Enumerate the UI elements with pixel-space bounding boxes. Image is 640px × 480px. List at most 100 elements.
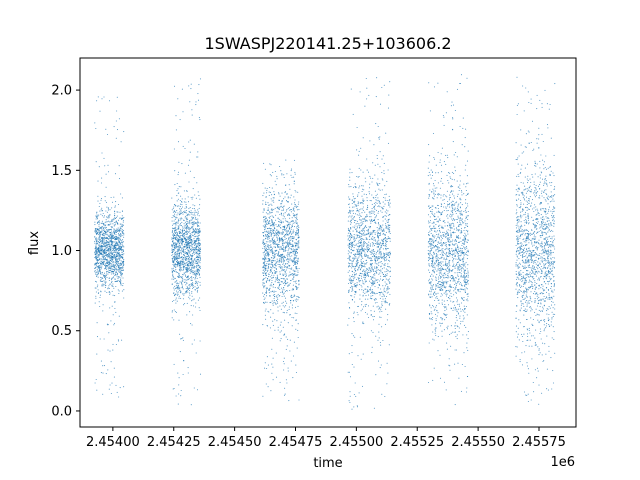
data-point [97,229,99,231]
data-point [272,216,274,218]
data-point [115,311,117,313]
data-point [348,216,350,218]
data-point [378,262,380,264]
data-point [190,234,192,236]
data-point [381,279,383,281]
data-point [119,226,121,228]
data-point [279,294,281,297]
data-point [371,220,374,222]
data-point [196,230,198,232]
data-point [180,208,183,210]
data-point [118,242,120,244]
data-point [118,247,121,249]
data-point [95,281,98,283]
data-point [384,264,386,266]
data-point [171,300,174,303]
data-point [384,281,386,283]
data-point [190,245,192,247]
data-point [349,238,352,240]
data-point [198,207,200,209]
data-point [120,141,122,143]
data-point [350,216,352,218]
data-point [388,259,390,261]
data-point [388,203,390,205]
data-point [199,267,201,270]
data-point [289,223,291,225]
data-point [117,339,119,341]
data-point [195,245,197,247]
data-point [116,215,118,217]
data-point [197,230,199,232]
data-point [273,274,275,276]
data-point [267,263,270,266]
data-point [385,243,387,245]
data-point [115,217,117,219]
data-point [294,171,296,173]
data-point [107,238,109,240]
data-point [388,344,390,346]
data-point [100,268,102,270]
data-point [266,187,268,190]
data-point [180,276,182,278]
data-point [287,201,289,203]
data-point [365,305,367,308]
data-point [191,213,193,215]
data-point [359,269,361,271]
data-point [263,221,265,223]
data-point [199,281,201,283]
data-point [178,272,180,274]
data-point [280,245,282,247]
data-point [115,249,117,251]
data-point [119,253,121,255]
data-point [381,263,383,265]
data-point [175,244,177,246]
data-point [186,217,188,219]
data-point [111,201,114,203]
data-point [171,269,173,271]
data-point [189,139,191,141]
data-point [110,270,112,272]
data-point [113,225,115,227]
data-point [358,222,360,225]
data-point [357,355,359,357]
data-point [370,283,373,285]
data-point [268,259,270,261]
data-point [297,305,299,307]
data-point [114,236,116,238]
data-point [119,279,122,281]
data-point [189,214,191,216]
data-point [188,231,190,233]
data-point [179,119,181,121]
data-point [275,214,277,216]
data-point [199,78,202,80]
data-point [297,336,299,339]
data-point [174,170,176,172]
data-point [173,148,175,150]
data-point [187,164,190,166]
data-point [264,297,266,299]
data-point [116,129,119,131]
data-point [109,234,111,236]
data-point [114,269,116,272]
data-point [356,311,358,314]
data-point [272,231,274,233]
data-point [371,281,374,283]
data-point [297,257,300,259]
data-point [175,224,177,226]
data-point [283,363,285,365]
data-point [184,279,186,281]
data-point [360,251,362,253]
data-point [295,300,297,302]
data-point [273,300,275,302]
data-point [182,259,184,261]
data-point [196,273,198,275]
data-point [295,319,298,321]
data-point [117,223,119,225]
data-point [295,270,297,272]
data-point [182,280,184,283]
data-point [271,249,273,251]
data-point [173,309,175,311]
data-point [359,255,361,257]
data-point [352,230,354,232]
data-point [288,275,290,277]
